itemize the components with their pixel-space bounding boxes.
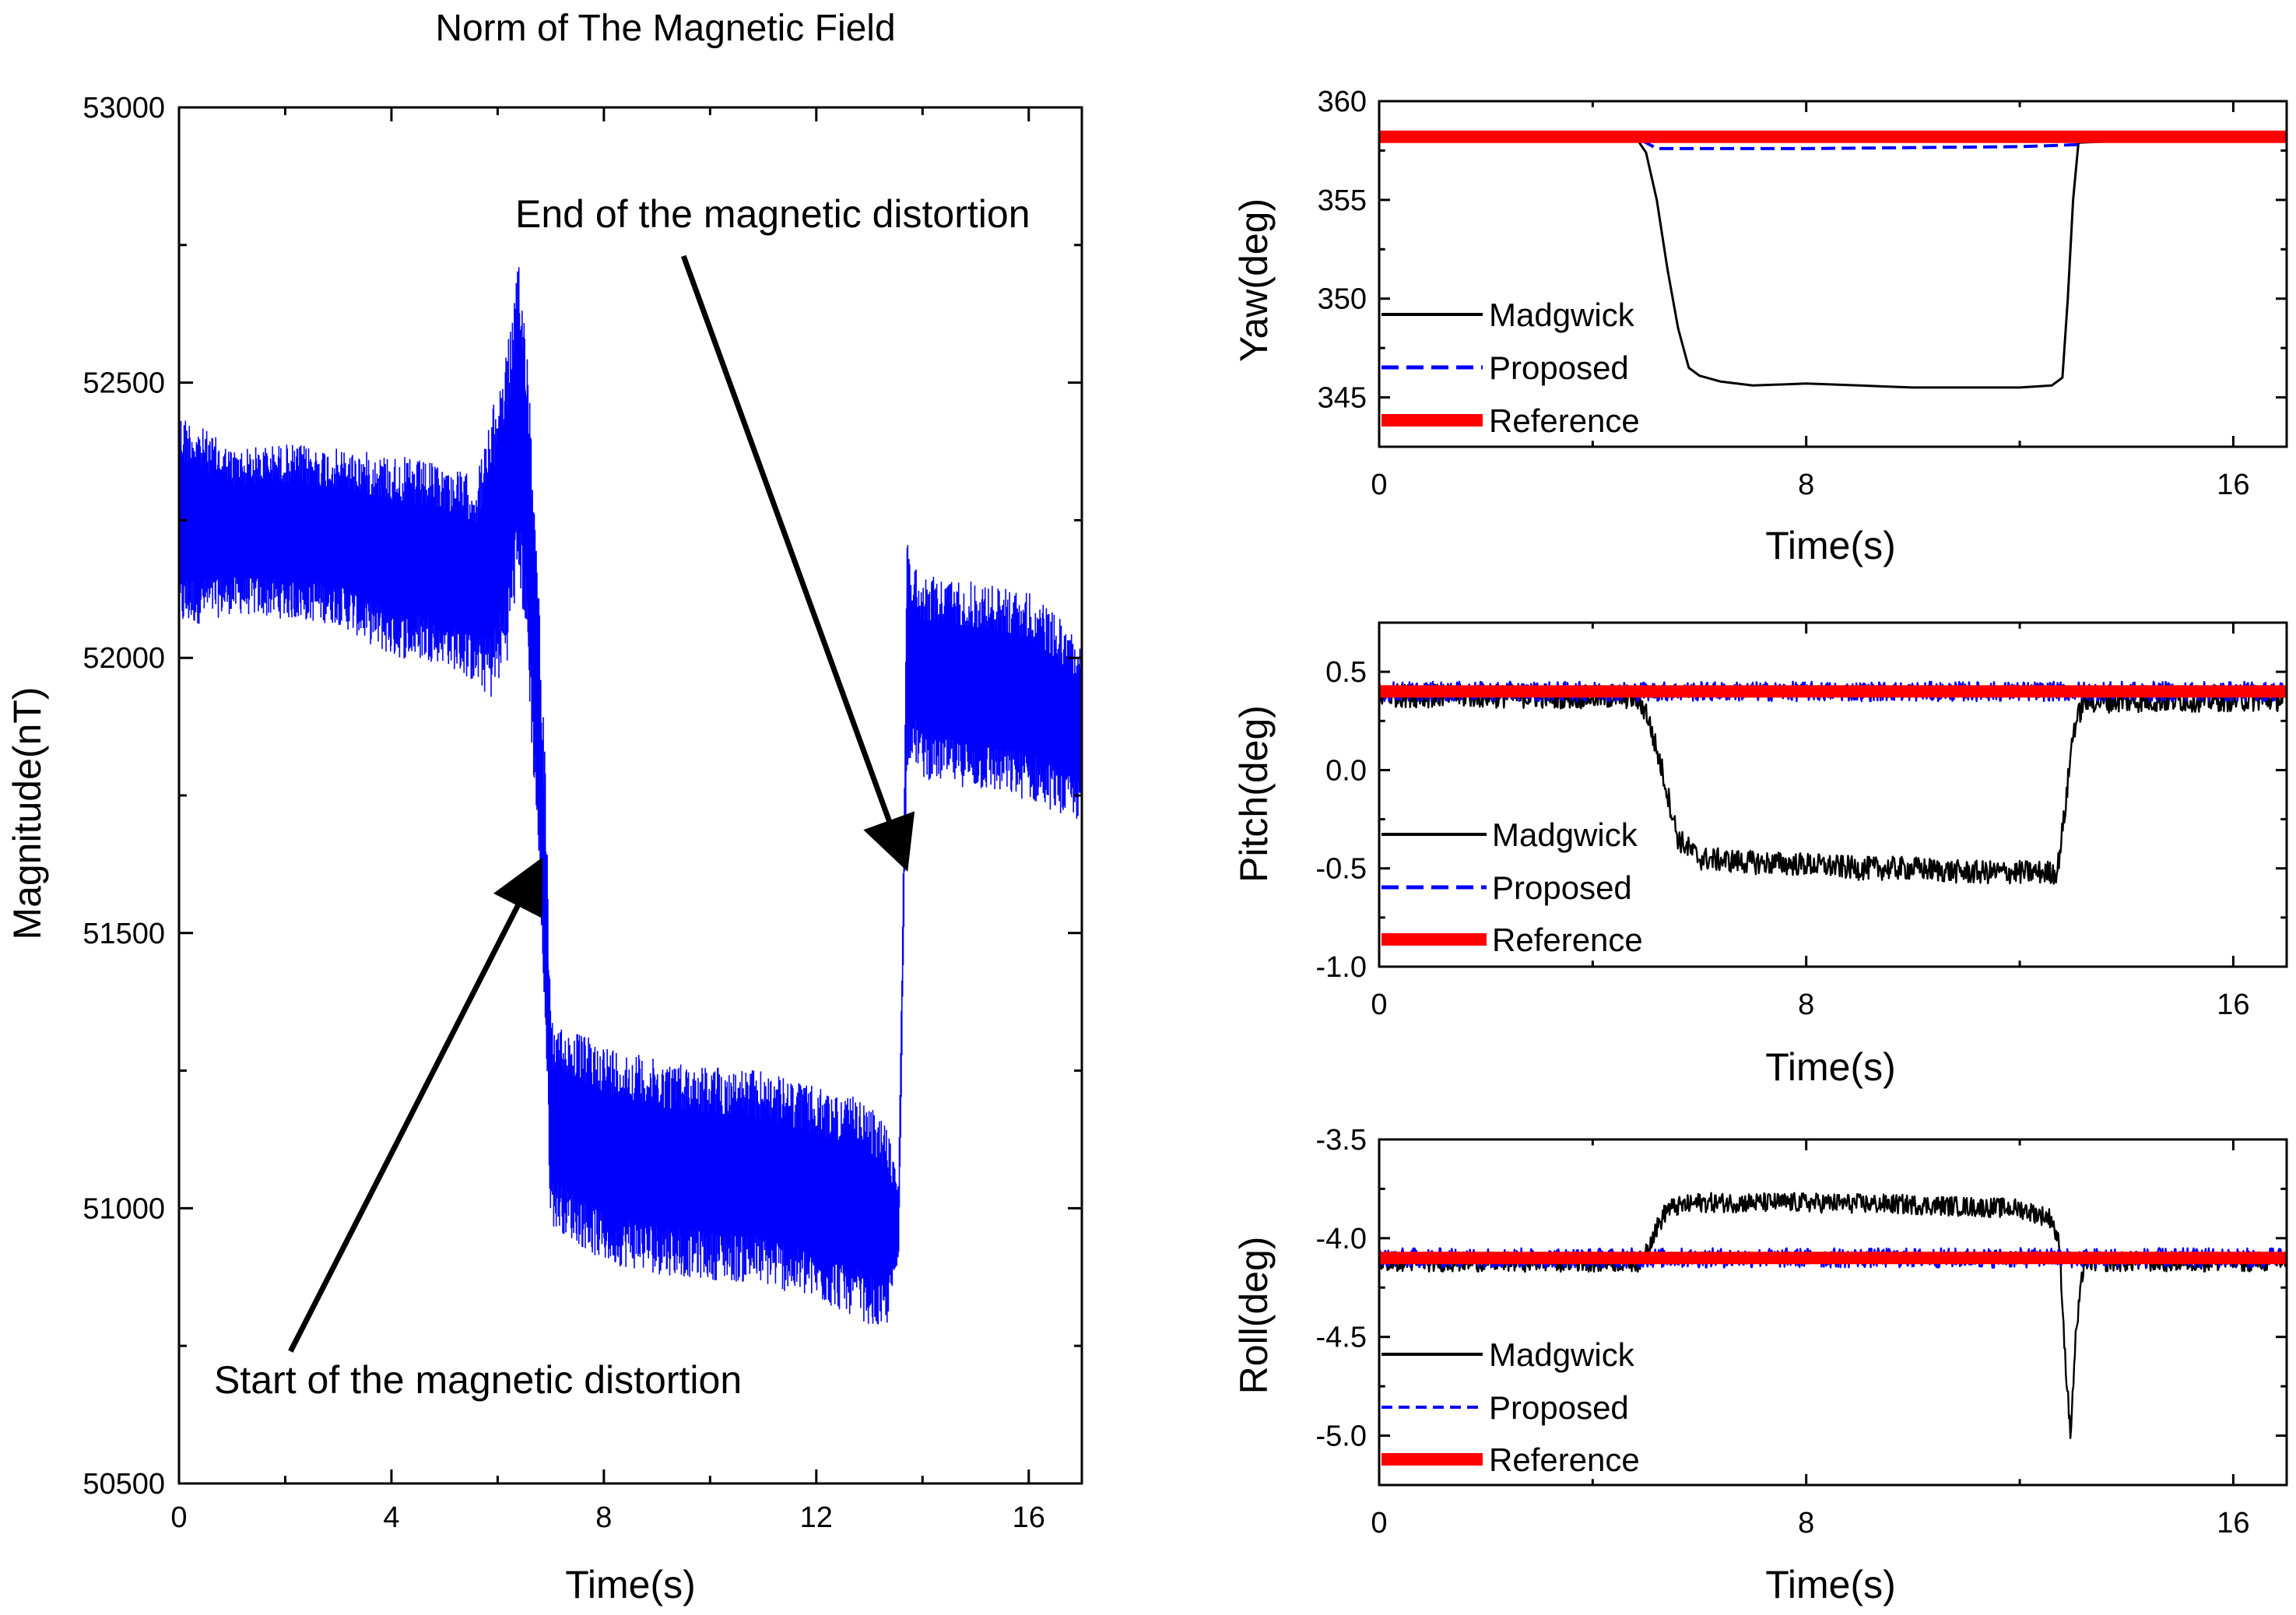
axes-frame xyxy=(177,106,1083,1485)
y-axis-label: Pitch(deg) xyxy=(1232,705,1276,883)
legend-label-madgwick: Madgwick xyxy=(1489,1336,1635,1373)
axes-frame xyxy=(1378,621,2288,968)
y-tick-label: 355 xyxy=(1318,184,1367,217)
y-tick-label: 51000 xyxy=(83,1192,165,1225)
x-axis-label: Time(s) xyxy=(565,1563,696,1606)
y-axis-label: Yaw(deg) xyxy=(1232,198,1276,362)
legend-label-proposed: Proposed xyxy=(1492,869,1632,906)
series-madgwick xyxy=(1379,683,2287,885)
y-tick-label: -1.0 xyxy=(1316,951,1367,984)
magnetic-field-chart: Norm of The Magnetic Field Magnitude(nT)… xyxy=(5,8,1083,1606)
y-tick-label: 52500 xyxy=(83,367,165,400)
y-tick-label: -4.5 xyxy=(1316,1322,1367,1354)
legend: Madgwick Proposed Reference xyxy=(1381,816,1643,958)
x-tick-label: 16 xyxy=(2217,469,2249,501)
y-tick-label: 51500 xyxy=(83,918,165,950)
x-tick-label: 0 xyxy=(170,1501,187,1534)
legend-label-reference: Reference xyxy=(1489,1441,1640,1478)
y-tick-label: 50500 xyxy=(83,1468,165,1501)
y-axis-label: Roll(deg) xyxy=(1232,1237,1276,1395)
x-tick-label: 0 xyxy=(1371,1507,1387,1540)
x-tick-label: 12 xyxy=(800,1501,833,1534)
y-tick-label: 350 xyxy=(1318,283,1367,316)
y-tick-label: 0.5 xyxy=(1325,656,1367,689)
x-tick-label: 4 xyxy=(383,1501,399,1534)
series-madgwick xyxy=(1379,1192,2287,1439)
annotation-start-arrow xyxy=(288,857,542,1353)
plot-area xyxy=(1379,1192,2287,1439)
plot-area xyxy=(1379,130,2287,389)
y-tick-label: 345 xyxy=(1318,382,1367,415)
legend-label-madgwick: Madgwick xyxy=(1492,816,1638,853)
x-tick-label: 8 xyxy=(1798,988,1814,1021)
y-axis-label: Magnitude(nT) xyxy=(5,686,49,939)
y-tick-label: -0.5 xyxy=(1316,853,1367,886)
annotation-end: End of the magnetic distortion xyxy=(515,192,1030,236)
x-tick-label: 0 xyxy=(1371,469,1387,501)
x-axis-label: Time(s) xyxy=(1765,1563,1896,1606)
x-tick-label: 0 xyxy=(1371,988,1387,1021)
y-tick-label: 53000 xyxy=(83,92,165,125)
x-tick-label: 8 xyxy=(595,1501,612,1534)
axes-frame xyxy=(1378,100,2288,448)
x-axis-label: Time(s) xyxy=(1765,1045,1896,1089)
legend: Madgwick Proposed Reference xyxy=(1381,1336,1640,1478)
y-tick-label: 360 xyxy=(1318,86,1367,118)
x-tick-label: 16 xyxy=(2217,1507,2249,1540)
axes-frame xyxy=(1378,1138,2288,1487)
x-tick-label: 16 xyxy=(2217,988,2249,1021)
series-madgwick xyxy=(1379,135,2287,389)
y-tick-label: -4.0 xyxy=(1316,1223,1367,1255)
plot-area xyxy=(179,267,1082,1325)
annotation-end-arrow xyxy=(680,255,915,872)
x-tick-label: 16 xyxy=(1013,1501,1045,1534)
series-norm-core xyxy=(179,330,1082,1288)
legend-label-madgwick: Madgwick xyxy=(1489,297,1635,333)
chart-title: Norm of The Magnetic Field xyxy=(435,8,895,49)
legend-label-proposed: Proposed xyxy=(1489,1389,1629,1426)
x-tick-label: 8 xyxy=(1798,1507,1814,1540)
plot-area xyxy=(1379,680,2287,885)
pitch-chart: Pitch(deg) Time(s) Madgwick Proposed Ref… xyxy=(1232,621,2288,1089)
legend: Madgwick Proposed Reference xyxy=(1381,297,1640,439)
x-tick-label: 8 xyxy=(1798,469,1814,501)
legend-label-reference: Reference xyxy=(1489,402,1640,439)
y-tick-label: 52000 xyxy=(83,642,165,675)
y-tick-label: -5.0 xyxy=(1316,1420,1367,1453)
series-proposed xyxy=(1379,680,2287,703)
roll-chart: Roll(deg) Time(s) Madgwick Proposed Refe… xyxy=(1232,1124,2288,1606)
y-tick-label: 0.0 xyxy=(1325,754,1367,787)
legend-label-reference: Reference xyxy=(1492,922,1643,958)
x-axis-label: Time(s) xyxy=(1765,524,1896,567)
yaw-chart: Yaw(deg) Time(s) Madgwick Proposed Refer… xyxy=(1232,86,2288,567)
y-tick-label: -3.5 xyxy=(1316,1124,1367,1157)
legend-label-proposed: Proposed xyxy=(1489,349,1629,386)
annotation-start: Start of the magnetic distortion xyxy=(214,1358,742,1402)
